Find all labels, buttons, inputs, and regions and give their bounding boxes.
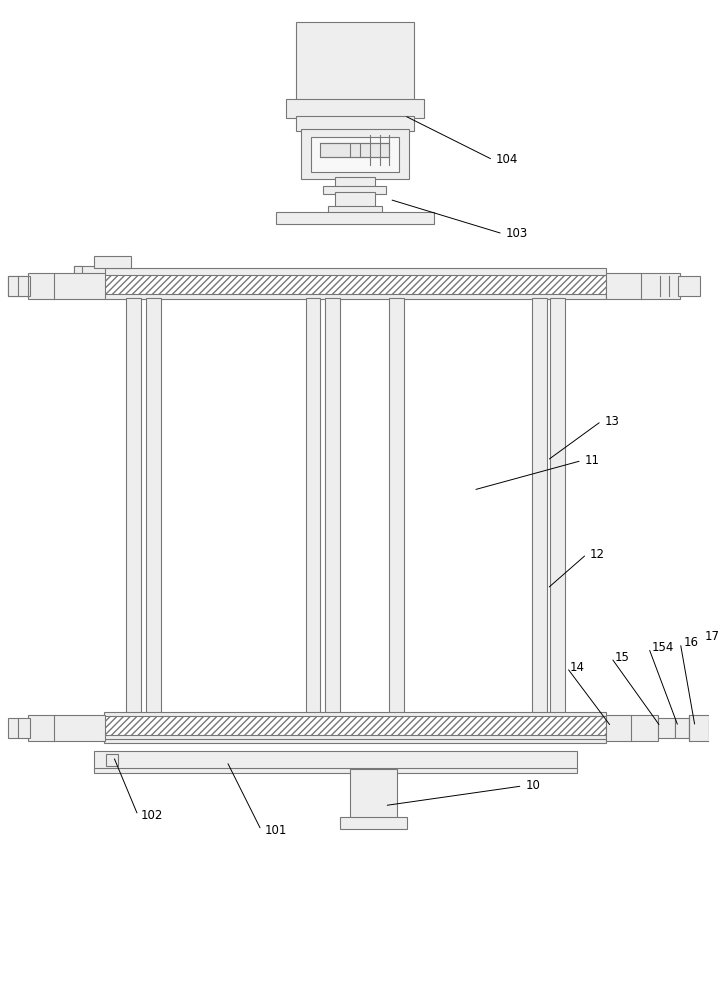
Bar <box>340 817 407 829</box>
Bar <box>350 769 398 818</box>
Bar <box>93 768 577 773</box>
Bar <box>104 294 606 299</box>
Bar <box>301 129 409 179</box>
Bar <box>658 718 675 738</box>
Bar <box>709 718 719 738</box>
Bar <box>74 266 106 278</box>
Bar <box>93 751 577 769</box>
Bar <box>286 99 424 118</box>
Bar <box>8 276 29 296</box>
Text: 103: 103 <box>505 227 528 240</box>
Bar <box>311 137 399 172</box>
Bar <box>678 276 700 296</box>
Bar <box>127 298 141 717</box>
Text: 17: 17 <box>705 630 719 643</box>
Bar <box>8 276 27 296</box>
Text: 101: 101 <box>264 824 287 837</box>
Text: 14: 14 <box>570 661 585 674</box>
Bar <box>8 718 29 738</box>
Bar <box>27 715 104 741</box>
Text: 15: 15 <box>614 651 629 664</box>
Bar <box>93 256 131 268</box>
Bar <box>606 273 680 299</box>
Bar <box>106 754 119 766</box>
Bar <box>104 275 606 295</box>
Bar <box>390 298 404 717</box>
Bar <box>104 268 606 276</box>
Bar <box>689 715 709 741</box>
Bar <box>606 715 658 741</box>
Text: 102: 102 <box>141 809 163 822</box>
Text: 11: 11 <box>585 454 600 467</box>
Bar <box>335 192 375 207</box>
Bar <box>104 716 606 736</box>
Bar <box>550 298 565 717</box>
Bar <box>675 718 689 738</box>
Bar <box>321 143 390 157</box>
Bar <box>329 206 382 214</box>
Text: 104: 104 <box>496 153 518 166</box>
Bar <box>335 177 375 188</box>
Bar <box>27 273 104 299</box>
Text: 10: 10 <box>526 779 541 792</box>
Bar <box>306 298 321 717</box>
Bar <box>532 298 547 717</box>
Text: 12: 12 <box>590 548 605 561</box>
Bar <box>74 266 82 278</box>
Bar <box>276 212 434 224</box>
Text: 154: 154 <box>651 641 674 654</box>
Bar <box>104 739 606 743</box>
Bar <box>104 735 606 740</box>
Bar <box>324 186 387 194</box>
Text: 16: 16 <box>683 636 698 649</box>
Bar <box>146 298 161 717</box>
Bar <box>326 298 340 717</box>
Bar <box>104 712 606 717</box>
Text: 13: 13 <box>605 415 619 428</box>
Bar <box>296 116 414 131</box>
Bar <box>296 22 414 101</box>
